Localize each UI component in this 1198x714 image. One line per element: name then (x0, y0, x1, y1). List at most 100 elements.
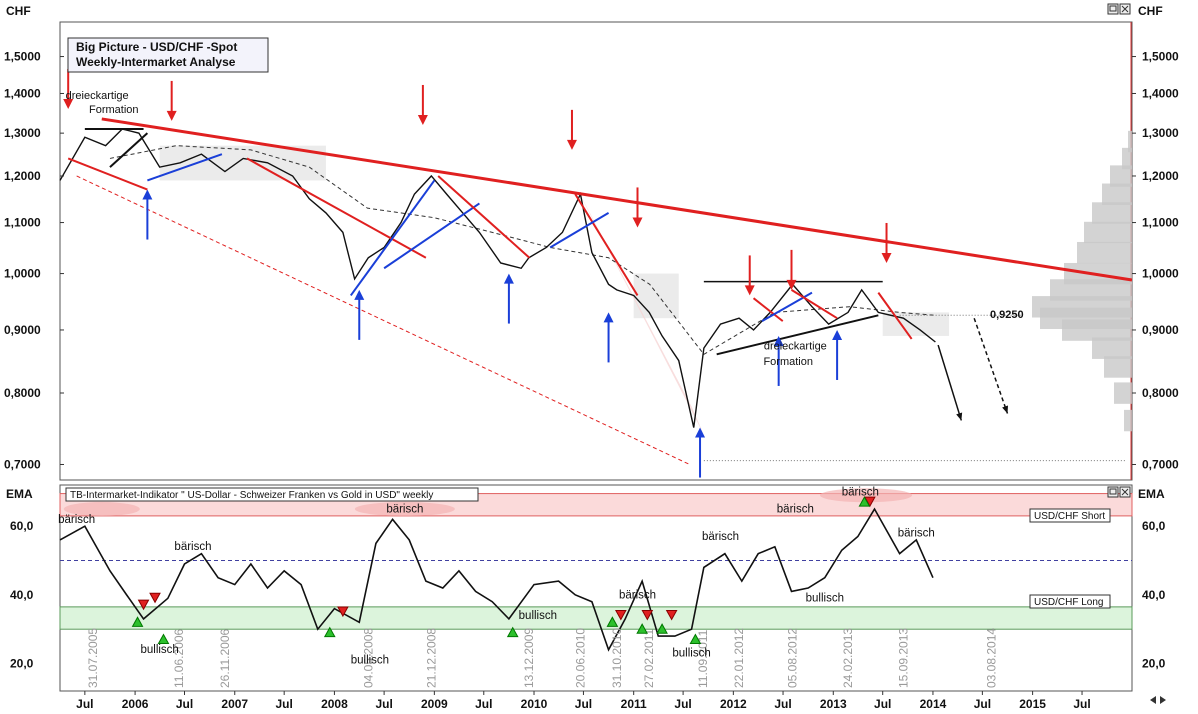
down-arrow-head (166, 110, 177, 121)
scroll-arrows-icon[interactable] (1150, 696, 1166, 704)
bear-marker (665, 609, 678, 621)
ema-tick-label-left: 20,0 (10, 657, 34, 671)
ema-right: EMA (1138, 487, 1165, 501)
price-tick-label-right: 1,4000 (1142, 86, 1179, 100)
date-label: 13.12.2009 (522, 628, 536, 688)
price-tick-label-right: 1,1000 (1142, 216, 1179, 230)
annotation: dreieckartige (764, 340, 827, 352)
signal-label: bärisch (777, 503, 814, 515)
ema-tick-label-right: 20,0 (1142, 657, 1166, 671)
bear-marker (149, 592, 161, 604)
price-tick-label-left: 1,5000 (4, 50, 41, 64)
volume-profile-bar (1110, 165, 1132, 187)
trend-segment (574, 193, 639, 296)
down-arrow-head (566, 139, 577, 150)
bull-marker (606, 616, 619, 627)
up-arrow-head (603, 312, 614, 323)
ema-tick-label-left: 60,0 (10, 519, 34, 533)
chart-subtitle: Weekly-Intermarket Analyse (76, 55, 236, 69)
volume-profile-bar (1102, 183, 1132, 205)
forecast-dashed-arrow (973, 317, 1009, 414)
x-tick-label: 2009 (421, 697, 448, 711)
signal-ellipse (63, 502, 140, 517)
price-tick-label-left: 0,8000 (4, 386, 41, 400)
x-tick-label: Jul (475, 697, 492, 711)
x-tick-label: 2015 (1019, 697, 1046, 711)
support-dashed-line (76, 175, 690, 465)
signal-label: bärisch (842, 486, 879, 498)
bear-marker (137, 599, 150, 611)
date-label: 15.09.2013 (896, 628, 910, 688)
date-label: 24.02.2013 (841, 628, 855, 688)
volume-profile-bar (1084, 221, 1132, 244)
down-arrow-head (417, 114, 428, 125)
trend-segment (752, 297, 784, 322)
short-zone-label-box (1029, 508, 1111, 523)
price-tick-label-left: 1,1000 (4, 216, 41, 230)
consolidation-box (159, 145, 326, 181)
signal-label: bärisch (58, 514, 95, 526)
bull-marker (858, 496, 871, 507)
consolidation-box (882, 312, 950, 336)
long-zone-label: USD/CHF Long (1034, 597, 1103, 608)
price-series-line (59, 128, 936, 428)
volume-profile-bar (1050, 279, 1132, 301)
price-tick-label-right: 0,7000 (1142, 457, 1179, 471)
unit-right: CHF (1138, 4, 1163, 18)
pane-close-icon[interactable] (1119, 3, 1131, 15)
date-label: 20.06.2010 (573, 628, 587, 688)
date-label: 31.10.2010 (610, 628, 624, 688)
moving-average-line (109, 145, 936, 355)
trend-segment (67, 157, 148, 191)
x-tick-label: 2012 (720, 697, 747, 711)
date-label: 21.12.2008 (424, 628, 438, 688)
trend-segment (716, 314, 879, 356)
trend-segment (147, 153, 223, 182)
short-zone-label: USD/CHF Short (1034, 511, 1105, 522)
date-label: 04.05.2008 (361, 628, 375, 688)
volume-profile-bar (1062, 319, 1132, 341)
up-arrow-head (832, 329, 843, 340)
x-tick-label: Jul (1073, 697, 1090, 711)
long-zone (59, 606, 1133, 630)
x-tick-label: Jul (674, 697, 691, 711)
x-tick-label: Jul (974, 697, 991, 711)
up-arrow-head (695, 427, 706, 438)
down-arrow-head (632, 217, 643, 228)
up-arrow-head (503, 273, 514, 284)
pane-maximize-icon[interactable] (1107, 3, 1119, 15)
x-tick-label: 2010 (521, 697, 548, 711)
trend-segment (246, 157, 427, 259)
price-tick-label-right: 1,2000 (1142, 169, 1179, 183)
x-tick-label: Jul (176, 697, 193, 711)
price-pane (59, 21, 1133, 481)
x-tick-label: 2011 (621, 697, 647, 711)
forecast-arrow (937, 344, 963, 421)
down-arrow-head (63, 98, 74, 109)
indicator-maximize-icon[interactable] (1107, 486, 1119, 498)
price-tick-label-right: 0,9000 (1142, 323, 1179, 337)
annotation: Formation (763, 356, 813, 368)
volume-profile-bar (1104, 356, 1132, 378)
signal-label: bullisch (519, 610, 557, 622)
volume-profile-bar (1128, 130, 1132, 153)
bull-marker (157, 633, 170, 644)
trend-segment (383, 202, 480, 270)
indicator-title: TB-Intermarket-Indikator " US-Dollar - S… (70, 490, 433, 501)
signal-ellipse (354, 502, 455, 517)
volume-profile-bar (1124, 409, 1132, 432)
ema-tick-label-right: 60,0 (1142, 519, 1166, 533)
resistance-line (101, 117, 1133, 282)
x-tick-label: Jul (874, 697, 891, 711)
bear-marker (614, 609, 627, 621)
volume-profile-bar (1077, 241, 1132, 264)
x-tick-label: 2007 (221, 697, 248, 711)
indicator-close-icon[interactable] (1119, 486, 1131, 498)
bull-marker (636, 623, 648, 634)
signal-label: bullisch (140, 644, 178, 656)
ema-left: EMA (6, 487, 33, 501)
bear-marker (337, 606, 349, 618)
down-arrow-head (881, 252, 892, 263)
price-tick-label-left: 0,9000 (4, 323, 41, 337)
